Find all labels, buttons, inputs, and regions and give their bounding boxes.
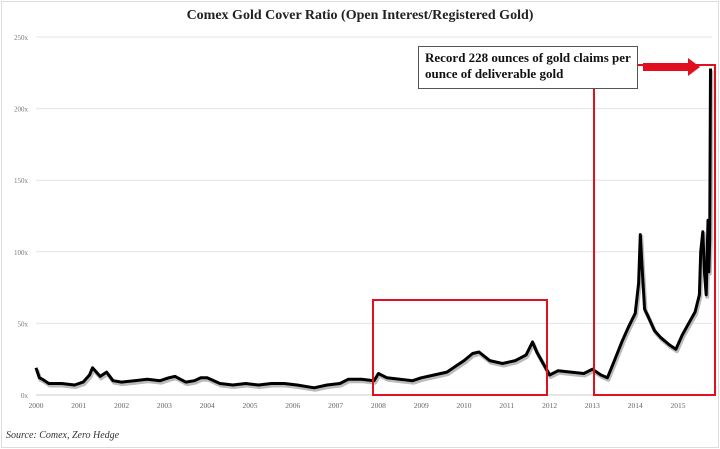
x-tick-label: 2007 <box>328 401 343 410</box>
x-tick-label: 2010 <box>457 401 472 410</box>
x-tick-label: 2005 <box>243 401 258 410</box>
record-arrow-icon <box>643 58 700 76</box>
highlight-box-2008-2011 <box>372 299 548 396</box>
highlight-box-2013-2015 <box>593 64 716 396</box>
x-tick-label: 2013 <box>585 401 600 410</box>
chart-title: Comex Gold Cover Ratio (Open Interest/Re… <box>186 8 534 23</box>
x-tick-label: 2014 <box>628 401 643 410</box>
series-line <box>34 68 712 390</box>
x-tick-label: 2015 <box>671 401 686 410</box>
y-tick-label: 250x <box>14 34 29 42</box>
x-tick-label: 2006 <box>285 401 300 410</box>
x-tick-label: 2012 <box>542 401 557 410</box>
y-tick-label: 0x <box>21 392 29 400</box>
x-tick-label: 2011 <box>499 401 514 410</box>
x-tick-label: 2000 <box>29 401 44 410</box>
x-tick-label: 2004 <box>200 401 215 410</box>
y-tick-label: 50x <box>18 320 29 328</box>
source-note: Source: Comex, Zero Hedge <box>6 430 120 441</box>
x-tick-label: 2008 <box>371 401 386 410</box>
x-tick-label: 2003 <box>157 401 172 410</box>
y-tick-label: 200x <box>14 106 29 114</box>
x-tick-label: 2002 <box>114 401 129 410</box>
y-tick-label: 100x <box>14 249 29 257</box>
x-tick-label: 2001 <box>71 401 86 410</box>
series-shadow <box>35 70 714 392</box>
record-annotation: Record 228 ounces of gold claims per oun… <box>418 46 638 89</box>
y-tick-label: 150x <box>14 177 29 185</box>
x-tick-label: 2009 <box>414 401 429 410</box>
